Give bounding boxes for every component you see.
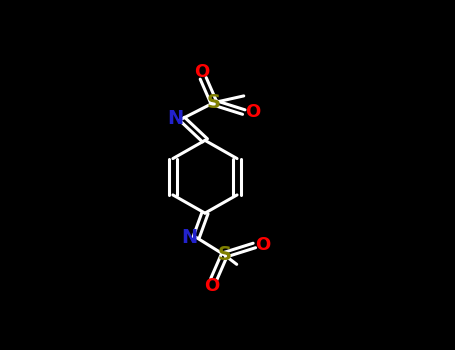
Text: S: S: [217, 245, 232, 264]
Text: O: O: [256, 237, 271, 254]
Text: N: N: [182, 228, 198, 247]
Text: N: N: [167, 109, 184, 128]
Text: O: O: [204, 277, 220, 295]
Text: O: O: [194, 63, 209, 80]
Text: O: O: [245, 103, 260, 121]
Text: S: S: [207, 93, 221, 112]
